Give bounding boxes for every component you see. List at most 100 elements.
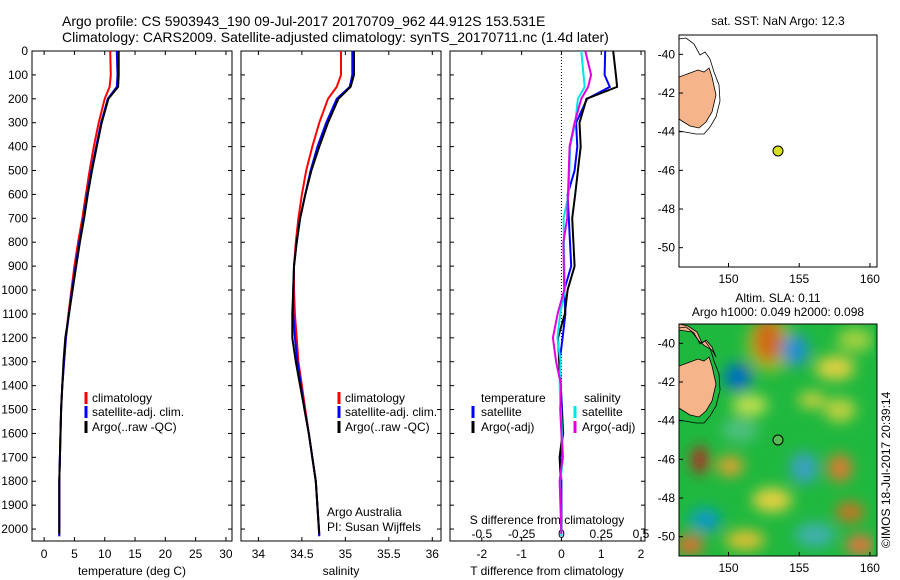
x-tick-label: 34.5 — [290, 547, 314, 561]
legend-title-salinity: salinity — [584, 391, 621, 405]
credit-line-2: PI: Susan Wijffels — [327, 520, 421, 534]
legend-label-satellite: satellite-adj. clim. — [92, 405, 184, 419]
x-tick-label: 160 — [860, 272, 880, 286]
mainland-coast — [679, 326, 721, 424]
y-tick-label: 1200 — [1, 331, 28, 345]
temperature-plot: 0 5 10 15 20 25 30 temperature (deg C) 0 100 200 30… — [1, 44, 233, 578]
y-tick-label: 1900 — [1, 498, 28, 512]
credit-line-1: Argo Australia — [327, 505, 402, 519]
salinity-legend: climatology satellite-adj. clim. Argo(..… — [337, 391, 437, 434]
series-line-1 — [292, 51, 354, 537]
y-tick-label: 700 — [8, 211, 28, 225]
salinity-plot: 34 34.5 35 35.5 36 salinity — [241, 50, 441, 578]
y-tick-label: -46 — [658, 163, 676, 177]
series-line-1 — [58, 50, 119, 537]
difference-panel-frame — [449, 50, 646, 542]
series-line-2 — [58, 51, 120, 534]
x-tick-label: 160 — [860, 561, 880, 575]
legend-label-sal-argo: Argo(-adj) — [582, 420, 635, 434]
x-tick-label: 1 — [598, 547, 605, 561]
y-tick-label: -46 — [658, 452, 676, 466]
salinity-panel-frame — [240, 50, 442, 542]
x-tick-label: 15 — [128, 547, 142, 561]
y-tick-label: 1400 — [1, 379, 28, 393]
y-tick-label: -48 — [658, 202, 676, 216]
argo-float-marker — [772, 145, 784, 157]
y-tick-label: 0 — [21, 44, 28, 58]
x-axis-label: T difference from climatology — [470, 564, 624, 578]
x-tick-label: 30 — [219, 547, 233, 561]
legend-title-temperature: temperature — [481, 391, 546, 405]
x-tick-label: 10 — [98, 547, 112, 561]
y-tick-label: 600 — [8, 187, 28, 201]
x-tick-label: 150 — [718, 272, 738, 286]
tasmania-land — [679, 356, 717, 418]
y-tick-label: 900 — [8, 259, 28, 273]
argo-float-marker — [772, 434, 784, 446]
tasmania-land — [679, 67, 717, 129]
x-axis-label: temperature (deg C) — [78, 564, 186, 578]
y-tick-label: 400 — [8, 140, 28, 154]
x-tick-label: 150 — [718, 561, 738, 575]
temperature-legend: climatology satellite-adj. clim. Argo(..… — [84, 391, 184, 434]
y-tick-label: -50 — [658, 530, 676, 544]
legend-label-satellite: satellite-adj. clim. — [345, 405, 437, 419]
x-tick-label: 20 — [159, 547, 173, 561]
x-tick-label: 36 — [426, 547, 440, 561]
legend-label-temp-satellite: satellite — [481, 405, 522, 419]
map2-axes: 150 155 160 -40 -42 -44 -46 -48 -50 — [658, 336, 881, 575]
y-tick-label: 1300 — [1, 355, 28, 369]
map2-title: Altim. SLA: 0.11 — [735, 291, 820, 305]
y-tick-label: -44 — [658, 414, 676, 428]
series-line-0 — [58, 50, 112, 537]
y-tick-label: 1100 — [2, 307, 28, 321]
x-axis-label: salinity — [323, 564, 360, 578]
legend-label-argo: Argo(..raw -QC) — [92, 420, 177, 434]
y-tick-label: 300 — [8, 116, 28, 130]
legend-label-argo: Argo(..raw -QC) — [345, 420, 430, 434]
y-tick-label: 2000 — [1, 522, 28, 536]
x-tick-label: 5 — [71, 547, 78, 561]
s-tick-label: -0.25 — [508, 527, 536, 541]
y-tick-label: 1700 — [1, 450, 28, 464]
legend-label-temp-argo: Argo(-adj) — [481, 420, 534, 434]
map2-frame — [678, 323, 878, 557]
x-tick-label: 2 — [638, 547, 645, 561]
x-tick-label: 35 — [339, 547, 353, 561]
series-line-3 — [551, 50, 593, 534]
x-tick-label: 35.5 — [377, 547, 401, 561]
legend-label-climatology: climatology — [92, 391, 152, 405]
map1-frame — [678, 34, 878, 268]
x-tick-label: 155 — [789, 561, 809, 575]
y-tick-label: 100 — [8, 68, 28, 82]
y-tick-label: 500 — [8, 164, 28, 178]
y-tick-label: 1600 — [1, 426, 28, 440]
y-tick-label: -42 — [658, 375, 676, 389]
series-line-0 — [293, 51, 342, 537]
y-tick-label: 800 — [8, 235, 28, 249]
y-tick-label: 1800 — [1, 474, 28, 488]
y-tick-label: 1500 — [1, 403, 28, 417]
y-tick-label: 1000 — [1, 283, 28, 297]
series-line-2 — [291, 51, 355, 534]
s-tick-label: 0.25 — [590, 527, 614, 541]
map2-subtitle: Argo h1000: 0.049 h2000: 0.098 — [692, 305, 864, 319]
climatology-title: Climatology: CARS2009. Satellite-adjuste… — [62, 29, 609, 45]
x-tick-label: 0 — [558, 547, 565, 561]
series-line-1 — [556, 50, 619, 534]
legend-label-sal-satellite: satellite — [582, 405, 623, 419]
s-tick-label: 0.5 — [633, 527, 650, 541]
profile-title: Argo profile: CS 5903943_190 09-Jul-2017… — [62, 13, 546, 29]
imos-credit: ©IMOS 18-Jul-2017 20:39:14 — [879, 391, 893, 548]
y-tick-label: -50 — [658, 241, 676, 255]
map1-axes: 150 155 160 -40 -42 -44 -46 -48 -50 — [658, 47, 881, 286]
legend-label-climatology: climatology — [345, 391, 405, 405]
s-axis-label: S difference from climatology — [470, 513, 625, 527]
y-tick-label: 200 — [8, 92, 28, 106]
x-tick-label: 0 — [41, 547, 48, 561]
difference-plot: -2 -1 0 1 2-0.5 -0.25 0 0.25 0.5S difference fro… — [450, 50, 650, 578]
x-tick-label: -1 — [516, 547, 527, 561]
temperature-panel-frame — [31, 50, 233, 542]
s-tick-label: -0.5 — [471, 527, 492, 541]
